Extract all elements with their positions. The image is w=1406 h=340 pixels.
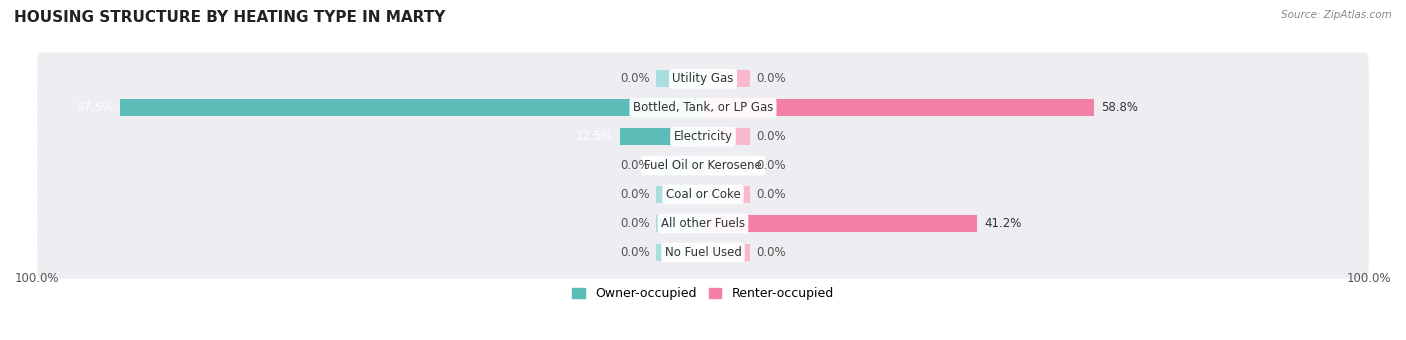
Bar [657,244,703,261]
Text: 0.0%: 0.0% [620,188,650,201]
Bar [657,70,703,87]
Text: Bottled, Tank, or LP Gas: Bottled, Tank, or LP Gas [633,101,773,114]
Text: 0.0%: 0.0% [620,72,650,85]
Text: 0.0%: 0.0% [756,188,786,201]
Legend: Owner-occupied, Renter-occupied: Owner-occupied, Renter-occupied [568,282,838,305]
Text: 41.2%: 41.2% [984,217,1021,230]
Text: No Fuel Used: No Fuel Used [665,246,741,259]
Text: 0.0%: 0.0% [756,246,786,259]
Text: HOUSING STRUCTURE BY HEATING TYPE IN MARTY: HOUSING STRUCTURE BY HEATING TYPE IN MAR… [14,10,446,25]
Text: 0.0%: 0.0% [756,130,786,143]
Text: All other Fuels: All other Fuels [661,217,745,230]
Text: 87.5%: 87.5% [77,101,114,114]
FancyBboxPatch shape [37,81,1369,134]
Text: 0.0%: 0.0% [756,72,786,85]
Bar [121,99,703,116]
Bar [703,215,977,232]
Text: Utility Gas: Utility Gas [672,72,734,85]
FancyBboxPatch shape [37,197,1369,250]
Bar [703,186,749,203]
Text: 12.5%: 12.5% [576,130,613,143]
Text: 0.0%: 0.0% [620,159,650,172]
FancyBboxPatch shape [37,52,1369,105]
Text: 0.0%: 0.0% [620,246,650,259]
Bar [703,70,749,87]
FancyBboxPatch shape [37,139,1369,192]
Bar [657,157,703,174]
Bar [620,128,703,145]
Text: Fuel Oil or Kerosene: Fuel Oil or Kerosene [644,159,762,172]
Text: 58.8%: 58.8% [1101,101,1137,114]
FancyBboxPatch shape [37,226,1369,279]
Text: Source: ZipAtlas.com: Source: ZipAtlas.com [1281,10,1392,20]
Bar [657,186,703,203]
FancyBboxPatch shape [37,110,1369,163]
FancyBboxPatch shape [37,168,1369,221]
Bar [703,99,1094,116]
Bar [703,128,749,145]
Bar [703,157,749,174]
Text: Coal or Coke: Coal or Coke [665,188,741,201]
Text: 0.0%: 0.0% [756,159,786,172]
Text: 0.0%: 0.0% [620,217,650,230]
Bar [703,244,749,261]
Bar [657,215,703,232]
Text: Electricity: Electricity [673,130,733,143]
